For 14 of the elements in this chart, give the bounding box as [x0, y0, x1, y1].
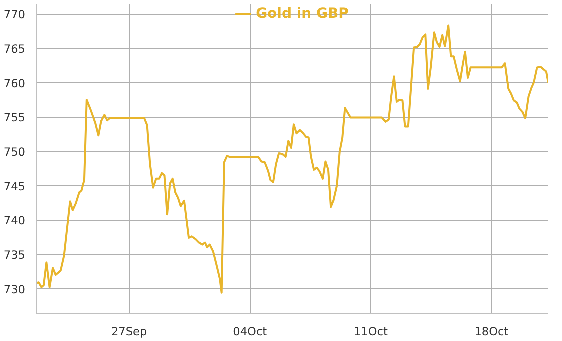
y-tick-label: 735 — [4, 248, 26, 262]
y-tick-label: 740 — [4, 214, 26, 228]
y-tick-label: 760 — [4, 76, 26, 90]
x-tick-label: 18Oct — [474, 324, 510, 338]
y-tick-label: 730 — [4, 282, 26, 296]
x-tick-label: 04Oct — [233, 324, 268, 338]
legend-label: Gold in GBP — [256, 6, 349, 22]
y-tick-label: 755 — [4, 110, 26, 125]
y-tick-label: 745 — [4, 179, 26, 194]
x-tick-label: 27Sep — [111, 324, 148, 338]
x-tick-label: 11Oct — [354, 324, 388, 338]
y-tick-label: 750 — [4, 144, 26, 159]
y-tick-label: 770 — [4, 8, 26, 22]
y-tick-label: 765 — [4, 42, 26, 56]
